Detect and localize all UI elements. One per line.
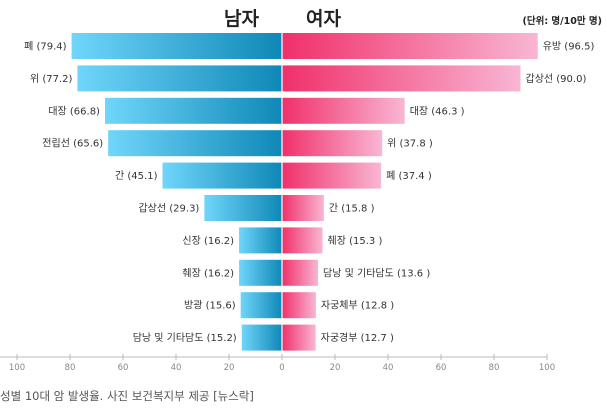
female-bar-5	[282, 162, 382, 189]
female-bar-label-4: 위 (37.8 )	[387, 137, 433, 150]
male-bar-label-8: 췌장 (16.2)	[182, 267, 234, 279]
male-bar-3	[104, 97, 282, 124]
male-bar-9	[240, 292, 282, 319]
female-bar-label-6: 간 (15.8 )	[329, 203, 375, 215]
female-bar-label-1: 유방 (96.5)	[543, 41, 595, 53]
x-tick-label-3: 60	[118, 363, 129, 373]
male-bar-5	[162, 162, 282, 189]
female-bar-8	[282, 259, 319, 286]
x-tick-label-8: 40	[383, 363, 394, 373]
x-tick-label-7: 20	[330, 363, 341, 373]
female-bar-label-9: 자궁체부 (12.8 )	[321, 300, 394, 312]
female-bar-label-2: 갑상선 (90.0)	[526, 73, 587, 85]
male-bar-label-9: 방광 (15.6)	[184, 300, 236, 312]
x-tick-label-6: 0	[279, 363, 284, 373]
male-header: 남자	[224, 8, 259, 30]
caption: 성별 10대 암 발생율. 사진 보건복지부 제공 [뉴스락]	[0, 389, 254, 403]
male-bar-7	[239, 227, 282, 254]
female-bar-9	[282, 292, 316, 319]
male-bar-label-2: 위 (77.2)	[30, 72, 73, 85]
female-bar-6	[282, 195, 324, 221]
male-bar-label-6: 갑상선 (29.3)	[138, 203, 199, 215]
x-axis: 100 80 60 40 20 0 20 40 60 80 100	[0, 354, 555, 373]
male-bar-10	[241, 324, 282, 351]
female-bar-label-7: 췌장 (15.3 )	[328, 235, 383, 247]
female-bar-4	[282, 130, 383, 157]
x-tick-label-10: 80	[489, 363, 500, 373]
female-bar-3	[282, 97, 405, 124]
female-bar-10	[282, 324, 316, 351]
male-bar-label-1: 폐 (79.4)	[24, 41, 67, 53]
x-tick-label-5: 20	[224, 363, 235, 373]
female-bar-7	[282, 227, 323, 254]
female-bar-2	[282, 65, 521, 92]
male-bar-2	[77, 65, 282, 92]
bars-layer: 폐 (79.4) 위 (77.2) 대장 (66.8) 전립선 (65.6) 간 (45…	[24, 30, 594, 354]
male-bar-label-4: 전립선 (65.6)	[42, 137, 103, 150]
unit-label: (단위: 명/10만 명)	[522, 16, 603, 27]
male-bar-label-10: 담낭 및 기타담도 (15.2)	[133, 332, 237, 344]
female-header: 여자	[306, 8, 341, 30]
male-bar-label-3: 대장 (66.8)	[48, 105, 100, 117]
x-tick-label-2: 80	[65, 363, 76, 373]
female-bar-label-5: 폐 (37.4 )	[386, 170, 432, 182]
x-tick-label-11: 100	[539, 363, 555, 373]
x-tick-label-4: 40	[171, 363, 182, 373]
male-bar-8	[239, 259, 282, 286]
female-bar-label-8: 담낭 및 기타담도 (13.6 )	[323, 267, 430, 279]
male-bar-4	[108, 130, 282, 157]
female-bar-1	[282, 33, 538, 59]
x-tick-label-1: 100	[9, 363, 25, 373]
male-bar-label-5: 간 (45.1)	[115, 170, 158, 182]
x-tick-label-9: 60	[436, 363, 447, 373]
male-bar-label-7: 신장 (16.2)	[182, 235, 234, 247]
female-bar-label-10: 자궁경부 (12.7 )	[321, 331, 394, 344]
male-bar-1	[71, 33, 282, 59]
female-bar-label-3: 대장 (46.3 )	[410, 105, 465, 117]
male-bar-6	[204, 195, 282, 221]
diverging-bar-chart: 폐 (79.4) 위 (77.2) 대장 (66.8) 전립선 (65.6) 간 (45…	[0, 30, 595, 373]
